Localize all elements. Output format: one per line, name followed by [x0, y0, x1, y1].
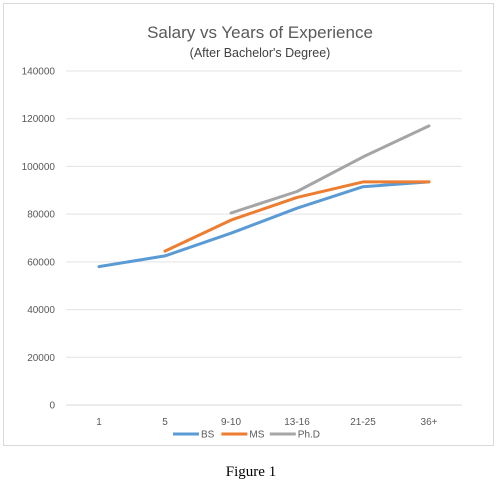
series-line-bs [97, 180, 431, 269]
y-tick-label: 20000 [27, 353, 55, 364]
figure-caption: Figure 1 [225, 464, 277, 480]
series-line-ph-d [229, 124, 431, 215]
y-tick-label: 100000 [22, 162, 56, 173]
y-axis-tick-labels: 0 20000 40000 60000 80000 100000 120000 140000 [22, 67, 56, 412]
legend-label-ms: MS [249, 430, 264, 441]
x-tick-label: 21-25 [350, 417, 376, 428]
chart-frame: Salary vs Years of Experience (After Bac… [3, 3, 494, 446]
x-tick-label: 9-10 [221, 417, 241, 428]
legend: BS MS Ph.D [173, 430, 320, 441]
series-lines [97, 124, 431, 269]
y-tick-label: 120000 [22, 114, 56, 125]
x-axis-tick-labels: 1 5 9-10 13-16 21-25 36+ [96, 417, 437, 428]
x-tick-label: 13-16 [284, 417, 310, 428]
y-tick-label: 0 [49, 401, 55, 412]
x-tick-label: 1 [96, 417, 102, 428]
y-tick-label: 60000 [27, 257, 55, 268]
chart-title: Salary vs Years of Experience [147, 23, 373, 42]
legend-label-bs: BS [201, 430, 215, 441]
y-tick-label: 140000 [22, 67, 56, 78]
legend-label-ph-d: Ph.D [298, 430, 320, 441]
chart-subtitle: (After Bachelor's Degree) [190, 46, 331, 60]
y-tick-label: 40000 [27, 305, 55, 316]
x-tick-label: 36+ [421, 417, 438, 428]
gridlines [66, 70, 462, 406]
line-chart: Salary vs Years of Experience (After Bac… [22, 23, 462, 441]
series-line-ms [163, 180, 431, 253]
x-tick-label: 5 [162, 417, 168, 428]
y-tick-label: 80000 [27, 210, 55, 221]
